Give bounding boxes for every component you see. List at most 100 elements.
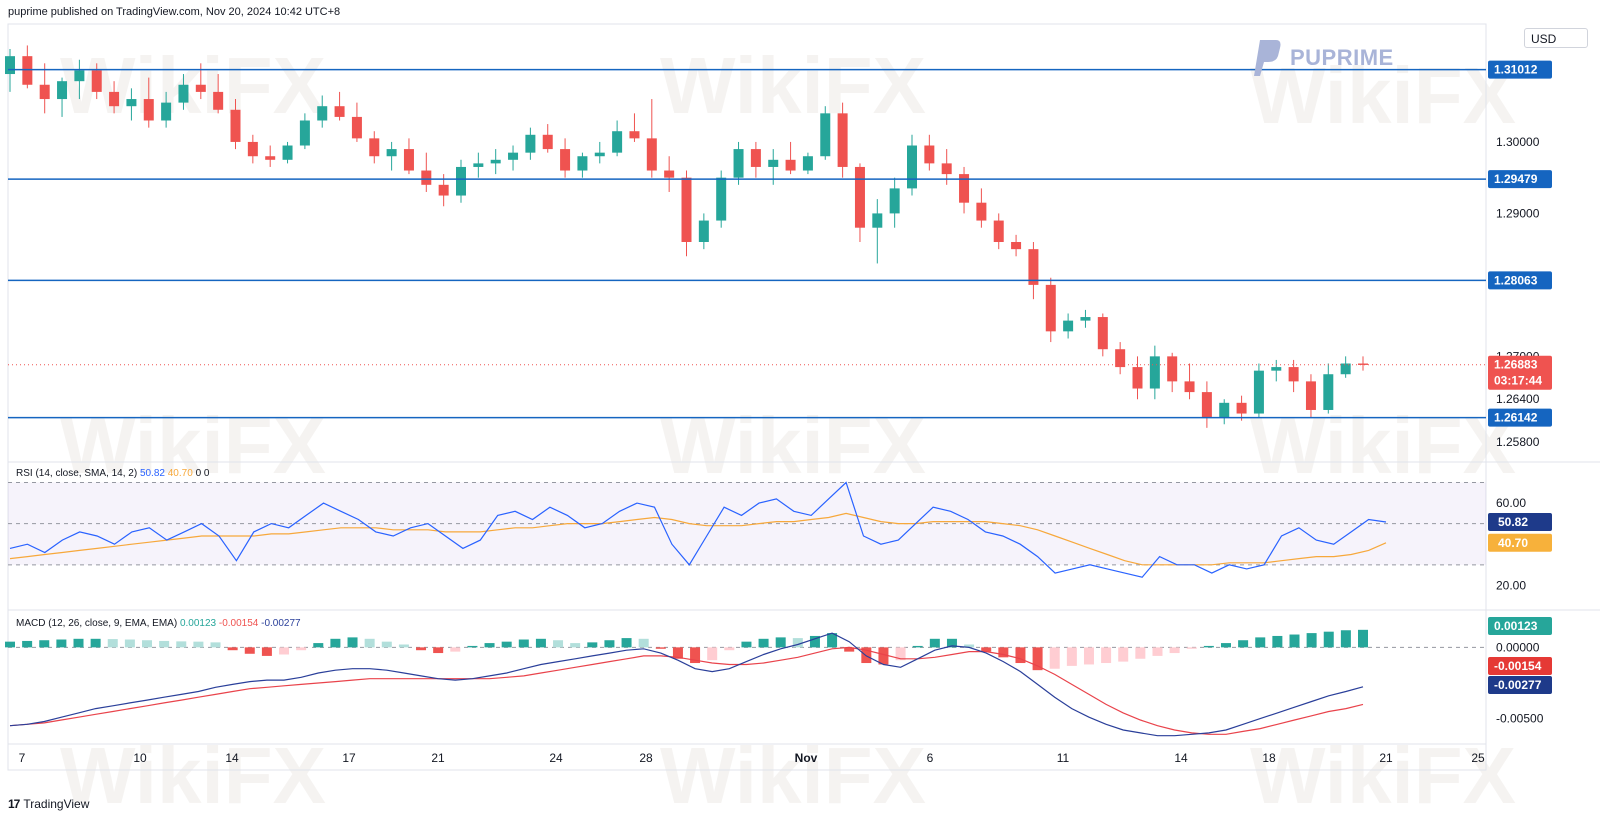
candle-body [1011, 242, 1022, 250]
macd-histogram-bar [1186, 647, 1197, 649]
tradingview-logo: 17 TradingView [8, 797, 89, 811]
macd-histogram-bar [227, 647, 238, 651]
countdown-label: 03:17:44 [1494, 374, 1542, 388]
candle-body [299, 120, 310, 146]
macd-histogram-bar [1238, 640, 1249, 648]
candle-body [1149, 356, 1160, 389]
macd-histogram-bar [621, 638, 632, 648]
candle-body [1271, 367, 1282, 371]
macd-histogram-bar [655, 647, 666, 649]
macd-histogram-bar [1169, 647, 1180, 654]
macd-histogram-bar [570, 643, 581, 648]
macd-histogram-bar [159, 640, 170, 648]
candle-body [629, 131, 640, 139]
macd-histogram-bar [261, 647, 272, 656]
candle-body [941, 163, 952, 175]
candle-body [109, 91, 120, 107]
macd-histogram-bar [433, 647, 444, 654]
candle-body [1045, 284, 1056, 332]
macd-histogram-bar [1066, 647, 1077, 666]
macd-legend-hist-value: 0.00123 [180, 618, 219, 629]
macd-histogram-bar [672, 647, 683, 659]
macd-histogram-bar [107, 639, 118, 648]
time-tick-label: 24 [549, 751, 563, 765]
time-tick-label: 14 [1174, 751, 1188, 765]
candle-body [473, 163, 484, 167]
candle-body [1201, 392, 1212, 418]
macd-histogram-bar [381, 641, 392, 648]
macd-histogram-bar [313, 643, 324, 648]
candle-body [698, 220, 709, 242]
candle-body [612, 131, 623, 153]
candle-body [681, 177, 692, 242]
level-badge-label: 1.28063 [1494, 273, 1538, 287]
macd-histogram-bar [1049, 647, 1060, 669]
macd-histogram-bar [124, 639, 135, 648]
rsi-value-label: 50.82 [1498, 515, 1528, 529]
macd-histogram-bar [1272, 635, 1283, 648]
macd-histogram-bar [1135, 647, 1146, 659]
candle-body [421, 170, 432, 185]
candle-body [976, 202, 987, 221]
candle-body [1253, 370, 1264, 414]
candle-body [351, 116, 362, 139]
macd-value-label: -0.00154 [1494, 659, 1542, 673]
time-tick-label: Nov [795, 751, 818, 765]
rsi-legend-ma-value: 40.70 [168, 468, 196, 479]
macd-histogram-bar [1203, 645, 1214, 648]
macd-histogram-bar [193, 641, 204, 648]
macd-histogram-bar [844, 647, 855, 652]
puprime-p-icon [1254, 38, 1282, 78]
macd-value-badge [1488, 617, 1552, 635]
macd-histogram-bar [638, 638, 649, 648]
macd-histogram-bar [1032, 647, 1043, 671]
macd-histogram-bar [56, 639, 67, 648]
candle-body [1184, 381, 1195, 393]
macd-histogram-bar [553, 640, 564, 648]
macd-histogram-bar [1289, 634, 1300, 648]
macd-histogram-bar [176, 641, 187, 648]
macd-histogram-bar [1118, 647, 1129, 662]
level-badge-label: 1.26142 [1494, 411, 1538, 425]
macd-value-badge [1488, 657, 1552, 675]
currency-selector[interactable]: USD [1524, 28, 1588, 48]
macd-histogram-bar [518, 639, 529, 648]
macd-histogram-bar [912, 645, 923, 648]
candle-body [1097, 317, 1108, 350]
tradingview-logo-text: TradingView [23, 797, 90, 811]
rsi-tick-label: 60.00 [1496, 496, 1526, 510]
candle-body [1236, 402, 1247, 414]
macd-histogram-bar [946, 638, 957, 648]
candle-body [143, 99, 154, 121]
macd-histogram-bar [1306, 633, 1317, 648]
macd-value-label: -0.00277 [1494, 678, 1542, 692]
candle-body [1028, 249, 1039, 285]
candle-body [126, 99, 137, 107]
rsi-legend-extra: 0 0 [196, 468, 210, 479]
candle-body [438, 184, 449, 196]
candle-body [577, 156, 588, 171]
macd-histogram-bar [22, 640, 33, 648]
rsi-value-badge [1488, 512, 1552, 531]
level-badge-label: 1.31012 [1494, 63, 1538, 77]
candle-body [907, 145, 917, 189]
time-tick-label: 28 [639, 751, 653, 765]
macd-histogram-bar [90, 638, 101, 648]
macd-histogram-bar [964, 644, 975, 648]
macd-histogram-bar [1340, 630, 1351, 648]
macd-histogram-bar [1323, 631, 1334, 648]
candle-body [924, 145, 935, 164]
time-tick-label: 21 [431, 751, 445, 765]
macd-histogram-bar [792, 638, 803, 648]
candle-body [889, 188, 900, 214]
macd-histogram-bar [210, 642, 221, 648]
macd-histogram-bar [467, 645, 478, 648]
candle-body [508, 152, 519, 160]
candle-body [161, 102, 172, 121]
macd-histogram-bar [587, 642, 598, 648]
macd-histogram-bar [484, 643, 495, 648]
macd-line [9, 632, 1364, 737]
macd-histogram-bar [501, 641, 512, 648]
macd-histogram-bar [604, 640, 615, 648]
